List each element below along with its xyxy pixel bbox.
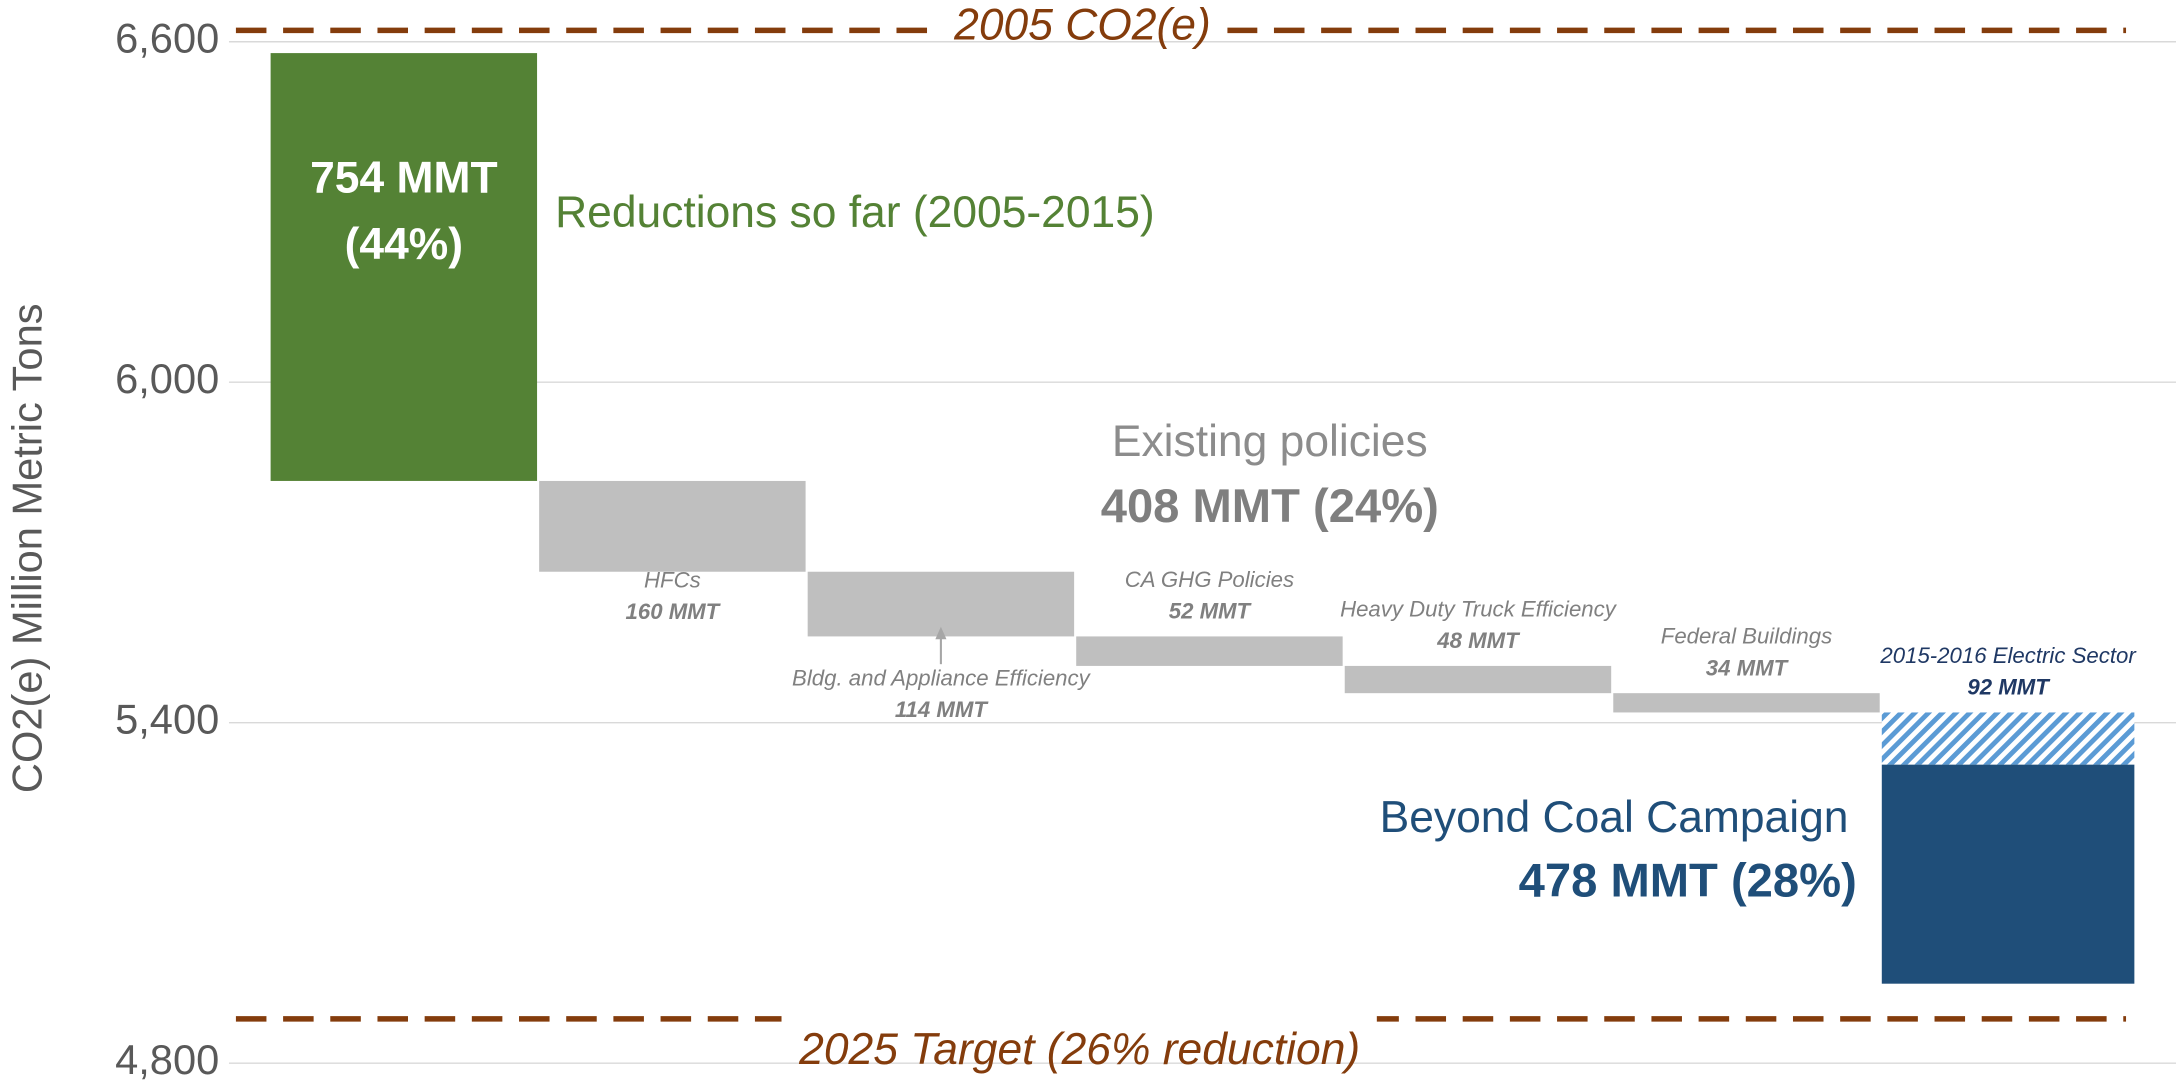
waterfall-bar (1344, 665, 1612, 694)
waterfall-bar (1881, 764, 2135, 984)
y-tick-label: 6,000 (115, 355, 219, 402)
step-name: 2015-2016 Electric Sector (1879, 643, 2137, 668)
label-background (781, 1013, 1377, 1025)
step-name: HFCs (644, 567, 701, 592)
waterfall-bar (1881, 712, 2135, 765)
waterfall-bar (539, 480, 806, 572)
step-value-label: 34 MMT (1706, 655, 1790, 680)
reference-line-label: 2025 Target (26% reduction) (798, 1025, 1360, 1074)
group-label: Existing policies (1112, 417, 1428, 466)
y-tick-label: 5,400 (115, 696, 219, 743)
step-name: Bldg. and Appliance Efficiency (792, 665, 1092, 690)
step-value-label: 52 MMT (1169, 599, 1253, 624)
waterfall-bar (270, 53, 538, 481)
y-tick-label: 6,600 (115, 15, 219, 62)
bar-share-label: (44%) (345, 220, 463, 269)
waterfall-bar (807, 571, 1075, 637)
label-background (936, 24, 1228, 36)
y-axis-label: CO2(e) Million Metric Tons (4, 303, 51, 793)
group-value-label: 478 MMT (28%) (1519, 854, 1857, 907)
step-value-label: 160 MMT (626, 599, 722, 624)
group-value-label: 408 MMT (24%) (1101, 479, 1439, 532)
step-value-label: 114 MMT (895, 697, 990, 722)
bar-value-label: 754 MMT (310, 153, 497, 202)
step-name: Federal Buildings (1661, 624, 1832, 649)
y-tick-label: 4,800 (115, 1036, 219, 1083)
reference-line-label: 2005 CO2(e) (953, 1, 1211, 50)
step-value-label: 92 MMT (1967, 675, 2051, 700)
group-label: Beyond Coal Campaign (1380, 793, 1849, 842)
pointer-arrowhead (935, 626, 947, 640)
waterfall-bar (1613, 693, 1880, 713)
step-name: CA GHG Policies (1125, 567, 1294, 592)
step-value-label: 48 MMT (1436, 628, 1521, 653)
step-name: Reductions so far (2005-2015) (555, 188, 1155, 237)
step-name: Heavy Duty Truck Efficiency (1340, 596, 1618, 621)
waterfall-bar (1076, 636, 1343, 666)
